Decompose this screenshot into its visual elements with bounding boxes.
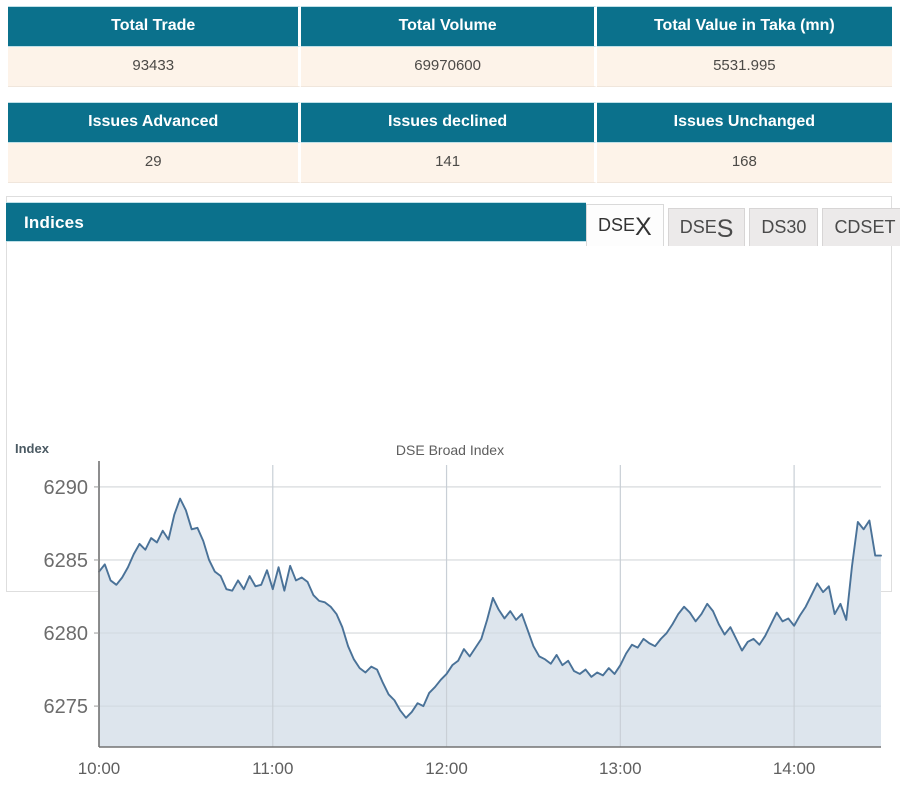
index-axis-caption: Index [15,441,49,456]
y-axis-tick-label: 6290 [44,477,89,499]
header-issues-advanced: Issues Advanced [8,102,302,143]
tab-dsex[interactable]: DSE X [586,204,664,246]
y-axis-tick-label: 6275 [44,696,89,718]
y-axis-tick-label: 6280 [44,623,89,645]
value-total-volume: 69970600 [301,46,597,88]
indices-panel-header: Indices [6,202,586,242]
chart-title: DSE Broad Index [395,442,505,458]
header-total-value-taka: Total Value in Taka (mn) [596,6,892,47]
value-total-trade: 93433 [8,46,302,88]
issues-summary-table: Issues Advanced Issues declined Issues U… [8,102,892,184]
x-axis-tick-label: 13:00 [599,759,642,778]
tab-label-prefix: DSE [679,217,717,237]
table-value-row: 93433 69970600 5531.995 [8,46,892,88]
table-header-row: Total Trade Total Volume Total Value in … [8,6,892,47]
tab-label-suffix: S [716,214,734,243]
tab-label-prefix: DSE [598,215,636,235]
table-header-row: Issues Advanced Issues declined Issues U… [8,102,892,143]
value-issues-declined: 141 [301,142,597,184]
index-tab-bar: DSE X DSE S DS30 CDSET [582,203,900,246]
indices-panel: Index DSE Broad Index 6275 6280 6285 6290 10… [6,196,892,778]
tab-dses[interactable]: DSE S [667,208,746,246]
tab-label: CDSET [834,217,896,237]
y-axis-tick-label: 6285 [44,550,89,572]
tab-cdset[interactable]: CDSET [822,208,900,246]
total-trade-summary-table: Total Trade Total Volume Total Value in … [8,6,892,88]
header-issues-declined: Issues declined [301,102,597,143]
tab-ds30[interactable]: DS30 [749,208,819,246]
x-axis-tick-label: 12:00 [425,759,468,778]
value-issues-unchanged: 168 [596,142,892,184]
tab-label: DS30 [761,217,807,237]
x-axis-tick-label: 10:00 [78,759,121,778]
index-intraday-chart: 6275 6280 6285 6290 10:00 11:00 12:00 13:00 14:0… [44,461,882,778]
x-axis-tick-label: 11:00 [252,759,293,778]
table-value-row: 29 141 168 [8,142,892,184]
value-issues-advanced: 29 [8,142,302,184]
header-issues-unchanged: Issues Unchanged [596,102,892,143]
header-total-trade: Total Trade [8,6,302,47]
panel-title: Indices [24,213,84,232]
tab-label-suffix: X [635,212,652,241]
x-axis-tick-label: 14:00 [773,759,816,778]
dse-market-summary-page: Total Trade Total Volume Total Value in … [6,6,900,778]
value-total-value-taka: 5531.995 [596,46,892,88]
header-total-volume: Total Volume [301,6,597,47]
